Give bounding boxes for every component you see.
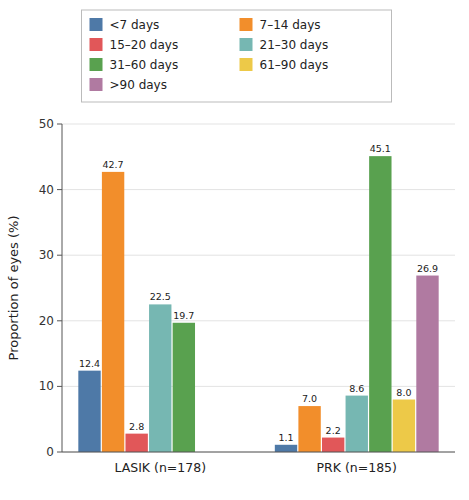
tick-label: 50 [39,117,54,131]
category-label: PRK (n=185) [317,460,397,475]
legend-swatch [240,58,253,71]
data-label: 2.2 [326,425,341,436]
legend: <7 days 7–14 days 15–20 days 21–30 days 31–6… [82,10,392,102]
data-label: 1.1 [278,432,293,443]
tick-mark [57,124,62,125]
legend-swatch [240,38,253,51]
legend-frame [82,10,392,102]
data-label: 8.0 [396,387,411,398]
tick-mark [57,255,62,256]
data-labels: 12.4 42.7 2.8 22.519.7 1.1 7.0 2.2 8.6 45.1 8.0 26… [79,143,438,443]
bar [393,400,415,452]
legend-swatch [90,38,103,51]
data-label: 12.4 [79,358,100,369]
category-label: LASIK (n=178) [114,460,206,475]
bar [369,156,391,452]
chart: 0 10 20 30 40 50 Proportion of eyes (%) 12.4 42.… [0,0,469,500]
bar [275,445,297,452]
legend-swatch [240,18,253,31]
tick-label: 0 [46,445,54,459]
legend-label: 15–20 days [110,38,179,52]
bar [298,406,320,452]
bar [125,434,147,452]
data-label: 26.9 [417,263,438,274]
tick-mark [57,452,62,453]
bar [416,276,438,452]
bar [78,371,100,452]
legend-swatch [90,78,103,91]
axis-line [62,124,63,452]
tick-label: 40 [39,183,54,197]
data-label: 42.7 [103,159,124,170]
legend-label: 7–14 days [260,18,321,32]
data-label: 45.1 [370,143,391,154]
bar [173,323,195,452]
tick-mark [57,386,62,387]
grid-line [62,124,455,125]
legend-label: 31–60 days [110,58,179,72]
legend-label: 61–90 days [260,58,329,72]
axis-line [62,452,455,453]
tick-label: 20 [39,314,54,328]
tick-label: 30 [39,248,54,262]
data-label: 8.6 [349,383,364,394]
data-label: 7.0 [302,393,317,404]
bar [322,438,344,452]
data-label: 22.5 [150,291,171,302]
data-label: 19.7 [173,310,194,321]
legend-label: 21–30 days [260,38,329,52]
bar [149,304,171,452]
legend-swatch [90,58,103,71]
data-label: 2.8 [129,421,144,432]
y-axis: 0 10 20 30 40 50 [39,117,455,459]
legend-swatch [90,18,103,31]
grid-line [62,452,455,453]
tick-mark [57,189,62,190]
bar [102,172,124,452]
legend-label: <7 days [110,18,160,32]
bar [346,396,368,452]
tick-mark [57,320,62,321]
legend-label: >90 days [110,78,167,92]
bars [78,156,438,452]
tick-label: 10 [39,379,54,393]
axis-label: Proportion of eyes (%) [6,216,21,361]
